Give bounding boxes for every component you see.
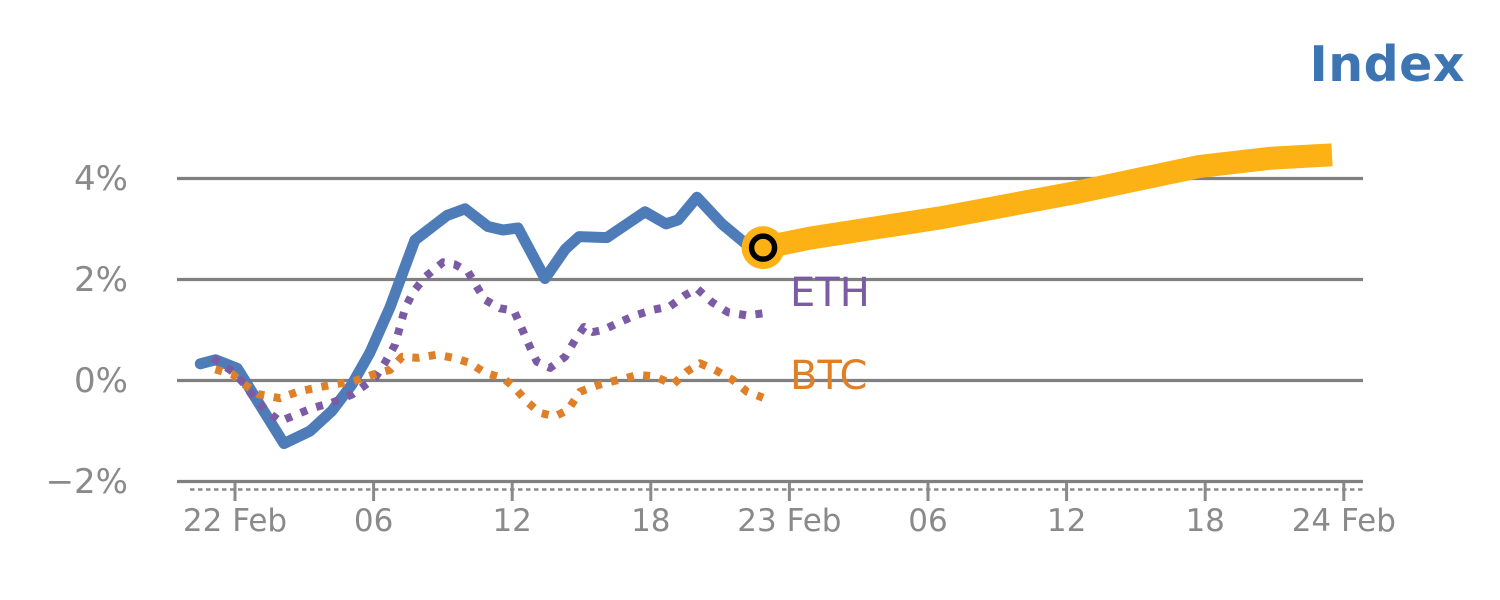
current-value-marker-ring bbox=[748, 233, 778, 262]
x-tick-label: 18 bbox=[1185, 503, 1225, 539]
y-tick-label: 0% bbox=[74, 360, 128, 401]
x-tick-label: 06 bbox=[908, 503, 948, 539]
eth-line bbox=[210, 258, 764, 426]
y-tick-label: 2% bbox=[74, 259, 128, 300]
btc-series-label: BTC bbox=[790, 353, 868, 399]
y-tick-label: 4% bbox=[74, 158, 128, 199]
current-value-marker-halo bbox=[741, 226, 785, 270]
eth-series-label: ETH bbox=[790, 270, 870, 316]
btc-line bbox=[214, 350, 765, 421]
index-history-line bbox=[194, 191, 769, 450]
x-tick-label: 12 bbox=[492, 503, 532, 539]
x-tick-label: 06 bbox=[353, 503, 394, 539]
x-tick-label: 22 Feb bbox=[182, 503, 288, 539]
y-tick-label: −2% bbox=[45, 461, 128, 502]
x-tick-label: 24 Feb bbox=[1291, 503, 1396, 539]
page-title: Index bbox=[1309, 36, 1465, 93]
x-tick-label: 18 bbox=[631, 503, 671, 539]
index-forecast-band bbox=[760, 143, 1333, 259]
x-tick-label: 12 bbox=[1046, 503, 1087, 539]
x-tick-label: 23 Feb bbox=[737, 503, 842, 539]
